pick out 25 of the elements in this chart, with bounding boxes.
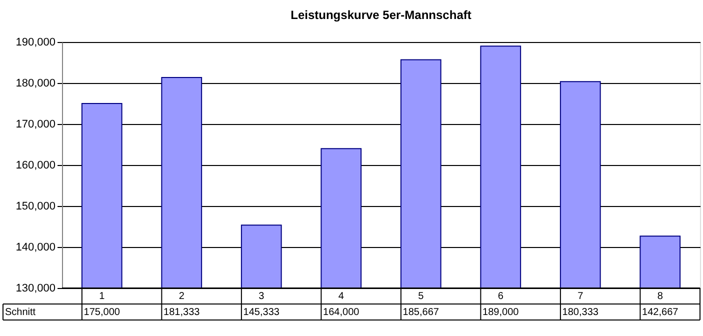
data-label: 185,667 [402,307,440,318]
data-label: 180,333 [562,307,599,318]
chart-title: Leistungskurve 5er-Mannschaft [290,8,472,22]
y-tick-label: 140,000 [16,242,56,254]
y-tick-label: 130,000 [16,282,56,294]
data-label: 164,000 [323,307,360,318]
x-tick-label: 2 [178,291,185,302]
x-tick-label: 8 [657,291,664,302]
y-tick-label: 190,000 [16,36,56,48]
x-tick-label: 1 [99,291,106,302]
x-tick-label: 5 [418,291,424,302]
y-tick-label: 170,000 [16,118,56,130]
data-label: 189,000 [482,307,520,318]
data-label: 181,333 [164,307,200,318]
data-label: 145,333 [243,307,280,318]
y-tick-label: 180,000 [16,78,56,90]
y-tick-label: 160,000 [16,160,56,172]
x-tick-label: 4 [338,291,344,302]
data-label: 142,667 [642,307,679,318]
x-tick-label: 7 [578,291,584,302]
x-tick-label: 3 [258,291,265,302]
text: Schnitt [5,307,36,318]
data-label: 175,000 [84,307,120,318]
x-tick-label: 6 [498,291,504,302]
y-tick-label: 150,000 [16,200,56,212]
